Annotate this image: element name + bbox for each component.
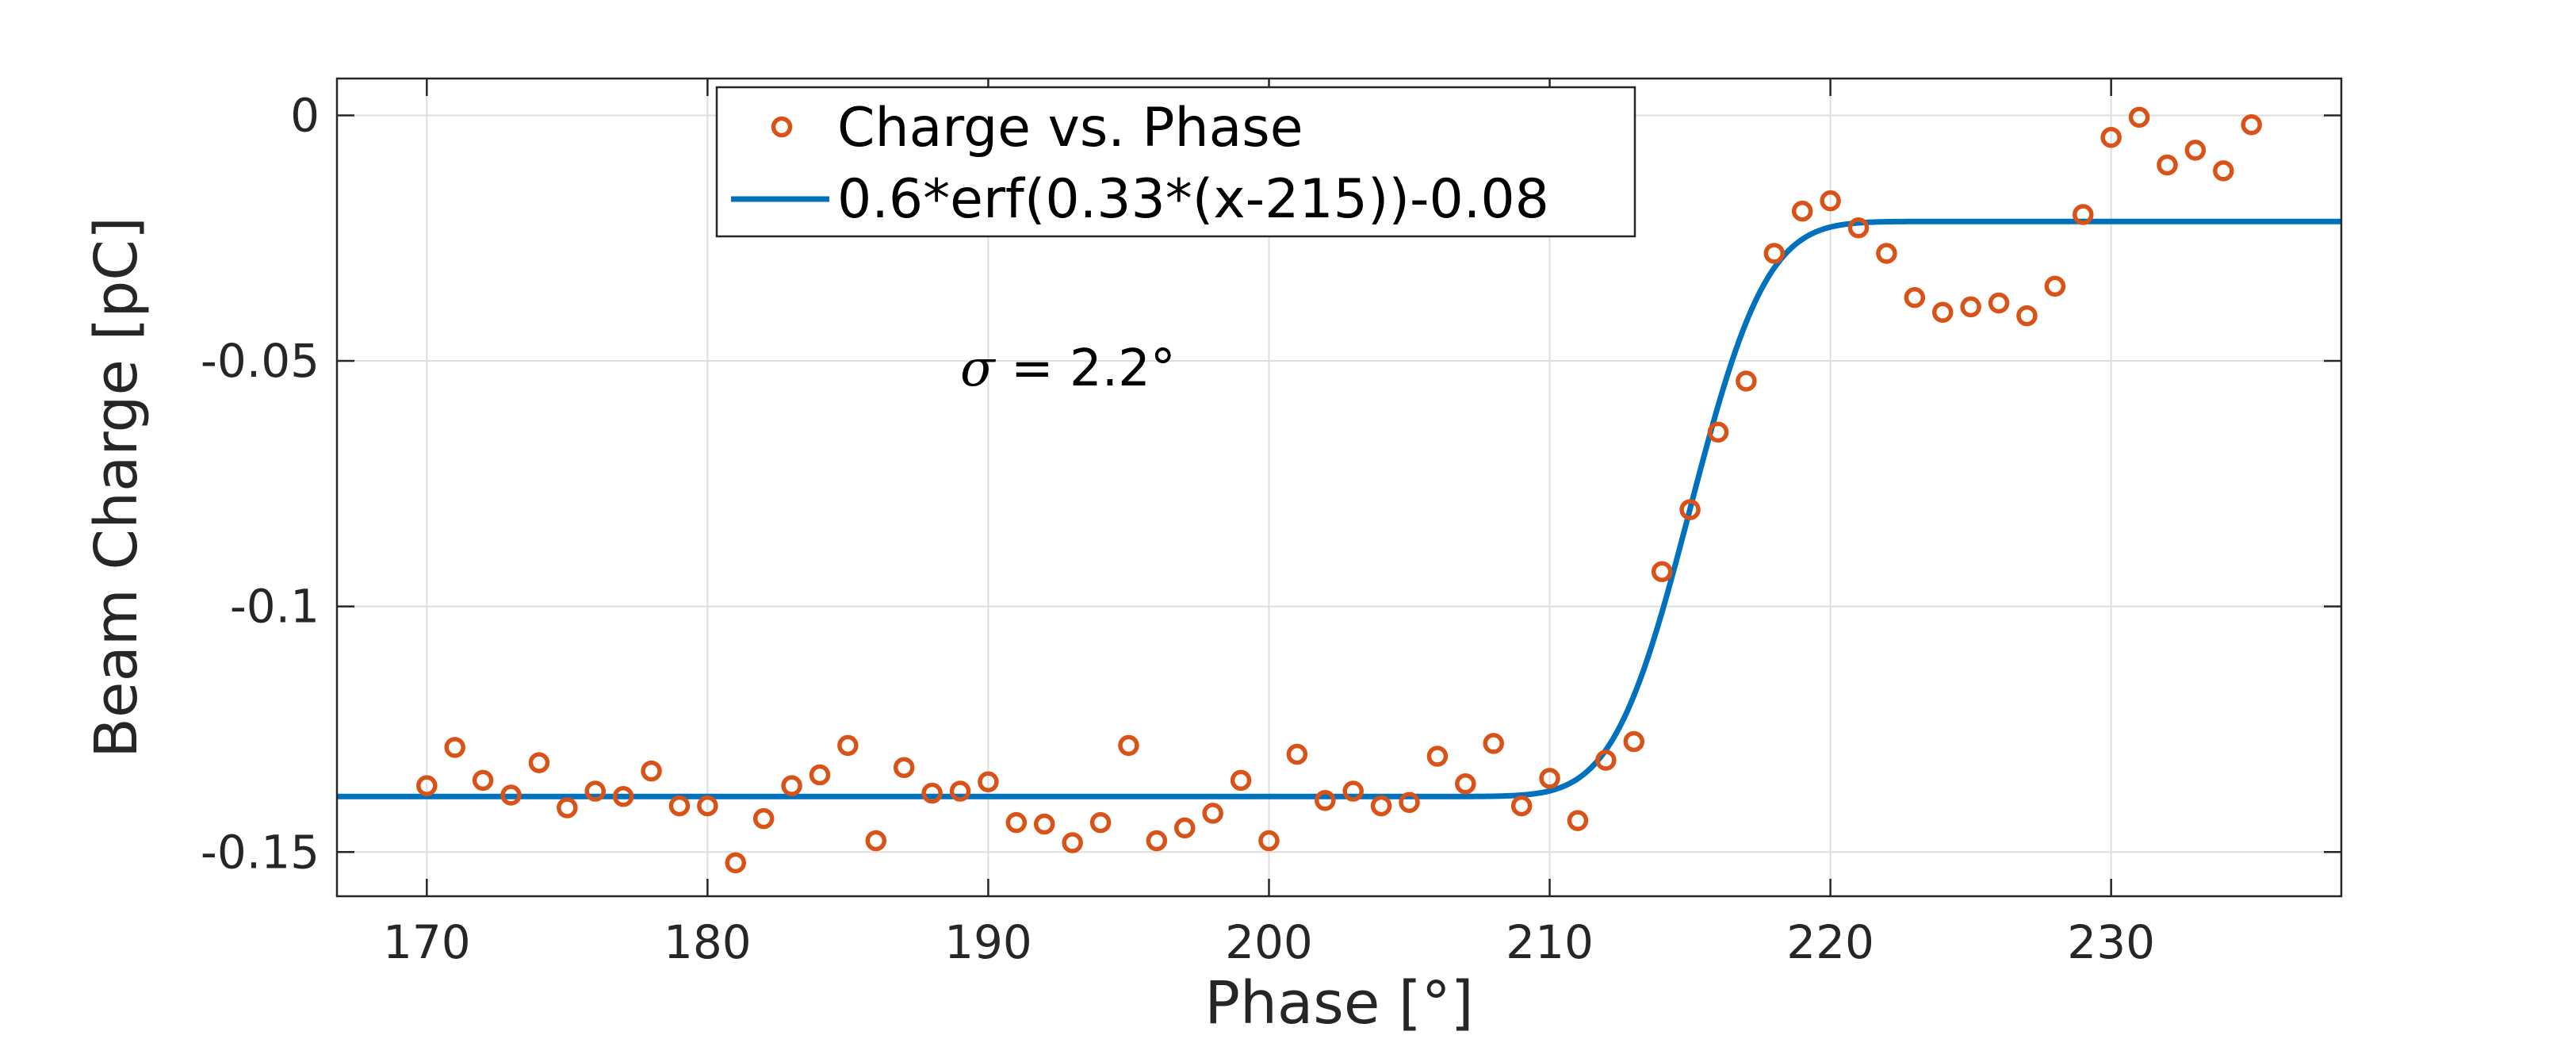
x-tick-label: 190 xyxy=(944,915,1032,969)
legend-label-fit: 0.6*erf(0.33*(x-215))-0.08 xyxy=(837,168,1549,231)
y-axis-title: Beam Charge [pC] xyxy=(82,217,151,758)
data-point xyxy=(1904,286,1926,309)
x-tick-label: 230 xyxy=(2067,915,2155,969)
x-tick-labels: 170 180 190 200 210 220 230 xyxy=(383,915,2155,969)
data-point xyxy=(444,737,465,758)
data-point xyxy=(1510,795,1533,817)
data-point xyxy=(1370,795,1392,817)
data-point xyxy=(1847,217,1870,239)
data-point xyxy=(1258,830,1280,852)
data-point xyxy=(1286,743,1308,765)
legend-marker-charge xyxy=(771,116,793,138)
data-point xyxy=(1483,733,1504,754)
y-tick-labels: 0 -0.05 -0.1 -0.15 xyxy=(201,88,320,879)
data-point xyxy=(1342,780,1364,802)
data-point xyxy=(697,795,718,817)
sigma-annotation: σ = 2.2° xyxy=(960,339,1176,398)
data-point xyxy=(2044,275,2066,297)
data-point xyxy=(2184,140,2207,161)
data-point xyxy=(1315,790,1336,811)
data-point xyxy=(2213,160,2234,182)
data-point xyxy=(837,734,859,757)
data-point xyxy=(2128,106,2150,128)
data-point xyxy=(1623,730,1645,753)
legend-label-charge: Charge vs. Phase xyxy=(837,97,1303,159)
y-tick-label: -0.1 xyxy=(230,580,320,634)
data-point xyxy=(1679,499,1701,520)
data-point xyxy=(1062,832,1083,853)
y-tick-label: -0.05 xyxy=(201,334,320,388)
data-point xyxy=(1146,830,1168,852)
x-tick-label: 220 xyxy=(1786,915,1874,969)
data-point xyxy=(1595,750,1617,771)
plot-box xyxy=(335,77,2343,898)
data-point xyxy=(557,797,578,819)
data-point xyxy=(781,775,802,796)
data-point xyxy=(978,771,999,792)
data-point xyxy=(1089,811,1112,834)
data-point xyxy=(809,764,831,786)
data-point xyxy=(1230,769,1252,792)
data-point xyxy=(1202,803,1223,824)
data-point xyxy=(1876,243,1897,264)
tick-marks xyxy=(337,79,2341,896)
data-point xyxy=(1539,768,1560,789)
data-point xyxy=(1118,734,1139,757)
data-point xyxy=(500,784,522,806)
data-point xyxy=(752,807,775,830)
data-point xyxy=(921,782,943,804)
x-tick-label: 170 xyxy=(383,915,471,969)
data-point xyxy=(1736,370,1757,392)
data-point xyxy=(668,795,691,817)
x-tick-label: 200 xyxy=(1225,915,1313,969)
x-tick-label: 180 xyxy=(664,915,752,969)
data-point xyxy=(949,780,971,802)
y-tick-label: -0.15 xyxy=(201,825,320,879)
data-point xyxy=(612,786,634,807)
data-point xyxy=(1651,561,1673,582)
legend: Charge vs. Phase 0.6*erf(0.33*(x-215))-0… xyxy=(715,86,1636,238)
fit-curve-layer xyxy=(337,218,2341,799)
data-point xyxy=(2073,204,2094,225)
data-point xyxy=(1567,810,1589,831)
y-tick-label: 0 xyxy=(290,88,320,142)
data-point xyxy=(725,852,747,874)
data-point xyxy=(472,769,494,792)
data-point xyxy=(1455,773,1476,795)
data-point xyxy=(528,752,550,773)
data-point xyxy=(1174,817,1196,839)
data-marker-layer xyxy=(416,106,2262,874)
data-point xyxy=(1426,746,1449,767)
data-point xyxy=(1791,200,1813,222)
data-point xyxy=(1399,792,1420,813)
legend-box xyxy=(715,86,1636,238)
data-point xyxy=(1005,811,1028,834)
data-point xyxy=(584,780,606,802)
data-point xyxy=(2157,154,2178,176)
fit-curve xyxy=(337,218,2341,799)
sigma-symbol: σ xyxy=(960,339,997,398)
data-point xyxy=(2016,305,2038,327)
data-point xyxy=(641,760,662,782)
data-point xyxy=(2241,113,2262,136)
data-point xyxy=(416,775,438,796)
data-point xyxy=(1763,243,1786,264)
sigma-value: = 2.2° xyxy=(995,339,1176,398)
data-point xyxy=(1988,292,2010,314)
data-point xyxy=(1033,813,1055,835)
data-point xyxy=(893,757,915,779)
x-axis-title: Phase [°] xyxy=(1204,969,1473,1037)
data-point xyxy=(1820,190,1841,212)
data-point xyxy=(1707,421,1729,443)
data-point xyxy=(1960,296,1981,318)
data-point xyxy=(2100,127,2122,148)
x-tick-label: 210 xyxy=(1506,915,1594,969)
data-point xyxy=(1931,301,1954,323)
data-point xyxy=(865,830,887,852)
